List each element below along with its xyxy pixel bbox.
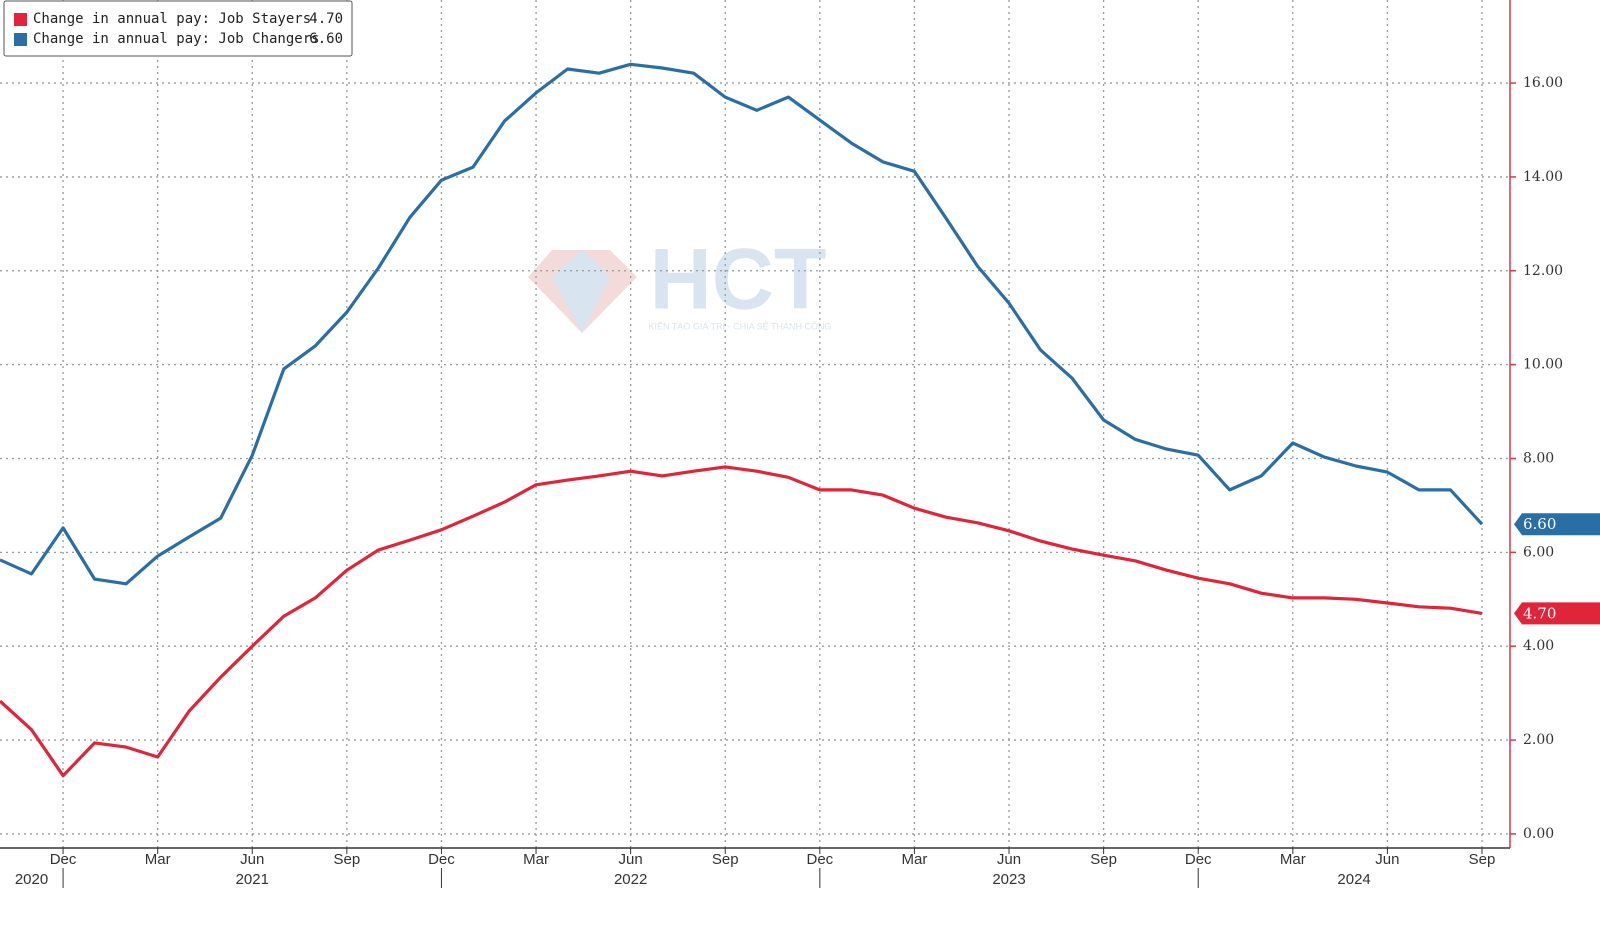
y-tick-label: 8.00 (1523, 450, 1554, 466)
last-value-badge (1514, 602, 1600, 625)
y-tick-label: 6.00 (1523, 544, 1554, 560)
y-tick-label: 0.00 (1523, 826, 1554, 842)
plot (0, 62, 1484, 778)
year-label: 2020 (15, 871, 48, 888)
legend-swatch (14, 33, 27, 46)
x-tick-label: Jun (997, 851, 1021, 868)
watermark-slogan: KIẾN TẠO GIÁ TRỊ - CHIA SẺ THÀNH CÔNG (648, 320, 831, 331)
x-tick-label: Dec (50, 851, 77, 868)
year-label: 2021 (236, 871, 269, 888)
legend-label: Change in annual pay: Job Changers (33, 31, 320, 47)
last-value-badge (1514, 513, 1600, 536)
x-tick-label: Mar (145, 851, 171, 868)
y-tick-label: 2.00 (1523, 732, 1554, 748)
watermark-brand: HCT (650, 232, 827, 328)
x-tick-label: Jun (1375, 851, 1399, 868)
x-tick-label: Dec (806, 851, 833, 868)
legend-value: 4.70 (309, 11, 343, 27)
x-tick-label: Sep (1090, 851, 1117, 868)
watermark: HCT KIẾN TẠO GIÁ TRỊ - CHIA SẺ THÀNH CÔN… (528, 232, 832, 333)
y-tick-label: 14.00 (1523, 169, 1563, 185)
x-tick-label: Jun (240, 851, 264, 868)
x-tick-label: Mar (902, 851, 928, 868)
series-line (0, 62, 1484, 586)
legend-box (3, 0, 353, 57)
watermark-logo (528, 250, 637, 333)
y-tick-label: 4.00 (1523, 638, 1554, 654)
year-label: 2023 (992, 871, 1025, 888)
x-tick-label: Dec (428, 851, 455, 868)
x-tick-label: Mar (1280, 851, 1306, 868)
x-tick-label: Sep (712, 851, 739, 868)
axes: 0.00 2.00 4.00 6.00 8.00 10.00 12.00 14.00 16.00… (15, 75, 1600, 888)
grid (0, 0, 1510, 848)
legend-swatch (14, 13, 27, 26)
x-tick-label: Sep (333, 851, 360, 868)
x-tick-label: Mar (523, 851, 549, 868)
last-value-label: 4.70 (1523, 604, 1556, 622)
legend-value: 6.60 (309, 31, 343, 47)
x-tick-label: Dec (1185, 851, 1212, 868)
last-value-label: 6.60 (1523, 515, 1556, 533)
y-tick-label: 12.00 (1523, 263, 1563, 279)
series-line (0, 465, 1483, 778)
year-label: 2022 (614, 871, 647, 888)
year-label: 2024 (1337, 871, 1370, 888)
legend-label: Change in annual pay: Job Stayers (33, 11, 311, 27)
x-tick-label: Jun (619, 851, 643, 868)
y-tick-label: 16.00 (1523, 75, 1563, 91)
y-tick-label: 10.00 (1523, 357, 1563, 373)
x-tick-label: Sep (1469, 851, 1496, 868)
